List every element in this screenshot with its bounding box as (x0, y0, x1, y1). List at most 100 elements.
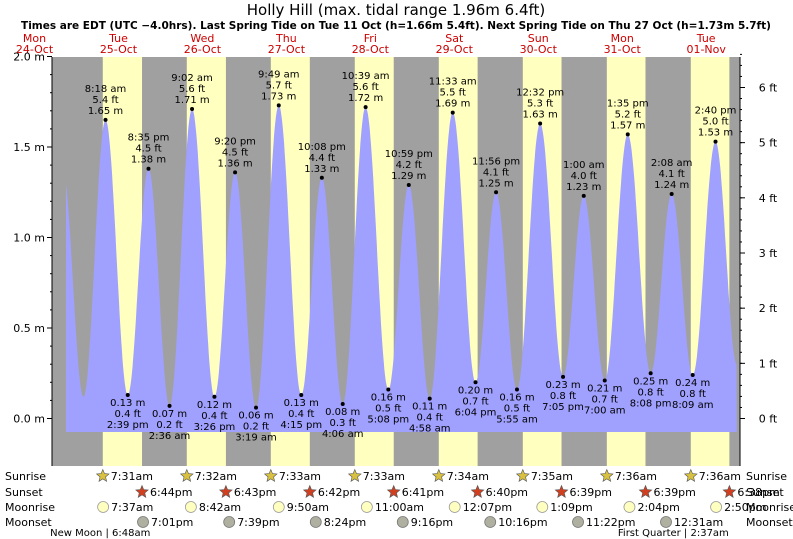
high-tide-time: 10:59 pm (385, 149, 433, 160)
moonrise-icon (360, 501, 373, 513)
moon-phase-label: First Quarter | 2:37am (618, 528, 729, 539)
high-tide-time: 9:49 am (258, 69, 300, 80)
low-tide-feet: 0.8 ft (637, 387, 663, 398)
high-tide-metres: 1.72 m (348, 93, 383, 104)
moonrise-time: 11:00am (375, 501, 424, 514)
moonrise-time: 8:42am (199, 501, 241, 514)
day-name: Tue (696, 32, 716, 45)
low-tide-feet: 0.7 ft (592, 394, 618, 405)
moonset-time: 11:22pm (586, 516, 635, 529)
day-date: 31-Oct (604, 43, 642, 56)
y-tick-label-metres: 1.5 m (13, 141, 45, 154)
sunrise-time: 7:34am (447, 470, 489, 483)
tide-area (66, 105, 737, 433)
low-tide-point (561, 374, 566, 379)
sunset-time: 6:38pm (737, 486, 779, 499)
sunrise-time: 7:33am (363, 470, 405, 483)
day-date: 24-Oct (16, 43, 54, 56)
low-tide-feet: 0.4 ft (115, 409, 141, 420)
day-date: 27-Oct (268, 43, 306, 56)
high-tide-point (363, 105, 368, 110)
high-tide-time: 1:35 pm (607, 98, 649, 109)
low-tide-feet: 0.4 ft (201, 411, 227, 422)
low-tide-metres: 0.24 m (675, 378, 710, 389)
y-tick-label-feet: 1 ft (759, 357, 778, 370)
day-date: 26-Oct (184, 43, 222, 56)
low-tide-point (212, 394, 217, 399)
low-tide-point (473, 380, 478, 385)
low-tide-feet: 0.8 ft (550, 391, 576, 402)
low-tide-time: 7:00 am (584, 405, 626, 416)
high-tide-metres: 1.65 m (88, 106, 123, 117)
day-date: 29-Oct (436, 43, 474, 56)
high-tide-point (581, 193, 586, 198)
low-tide-time: 2:39 pm (107, 420, 149, 431)
day-headers: Mon24-OctTue25-OctWed26-OctThu27-OctFri2… (16, 32, 727, 56)
high-tide-point (233, 170, 238, 175)
moonset-icon (137, 516, 149, 528)
low-tide-time: 4:15 pm (280, 420, 322, 431)
high-tide-feet: 5.7 ft (266, 80, 292, 91)
low-tide-metres: 0.13 m (110, 398, 145, 409)
day-date: 01-Nov (686, 43, 726, 56)
low-tide-metres: 0.06 m (238, 411, 273, 422)
low-tide-point (299, 392, 304, 397)
sunrise-time: 7:36am (615, 470, 657, 483)
moonset-icon (660, 516, 672, 528)
high-tide-point (190, 106, 195, 111)
low-tide-time: 4:06 am (322, 429, 364, 440)
low-tide-point (648, 371, 653, 376)
high-tide-metres: 1.73 m (261, 91, 296, 102)
row-label-left-moonrise: Moonrise (5, 501, 55, 514)
low-tide-time: 5:08 pm (367, 415, 409, 426)
moonrise-time: 12:07pm (463, 501, 512, 514)
moonset-icon (572, 516, 584, 528)
moonset-time: 8:24pm (324, 516, 366, 529)
sunset-icon (554, 484, 569, 498)
sunset-time: 6:40pm (486, 486, 528, 499)
low-tide-feet: 0.5 ft (375, 404, 401, 415)
high-tide-point (625, 132, 630, 137)
low-tide-metres: 0.07 m (152, 409, 187, 420)
high-tide-metres: 1.25 m (478, 178, 513, 189)
high-tide-point (538, 121, 543, 126)
sunrise-icon (599, 468, 614, 482)
high-tide-time: 2:40 pm (695, 106, 737, 117)
high-tide-feet: 4.5 ft (135, 144, 161, 155)
high-tide-point (450, 110, 455, 115)
moonrise-icon (623, 501, 636, 513)
sunrise-icon (263, 468, 278, 482)
low-tide-point (602, 378, 607, 383)
low-tide-metres: 0.20 m (458, 385, 493, 396)
low-tide-time: 8:08 pm (630, 398, 672, 409)
sunset-time: 6:43pm (234, 486, 276, 499)
moonrise-icon (272, 501, 285, 513)
low-tide-point (690, 373, 695, 378)
moonrise-time: 2:50pm (724, 501, 766, 514)
low-tide-point (167, 403, 172, 408)
low-tide-feet: 0.4 ft (288, 409, 314, 420)
y-tick-label-metres: 0.5 m (13, 322, 45, 335)
row-label-right-sunrise: Sunrise (746, 470, 787, 483)
high-tide-metres: 1.36 m (217, 158, 252, 169)
low-tide-time: 4:58 am (409, 424, 451, 435)
day-name: Mon (611, 32, 634, 45)
high-tide-feet: 4.0 ft (571, 171, 597, 182)
low-tide-time: 3:26 pm (194, 422, 236, 433)
sunset-icon (218, 484, 233, 498)
low-tide-time: 8:09 am (672, 400, 714, 411)
day-date: 30-Oct (520, 43, 558, 56)
moonrise-icon (97, 501, 110, 513)
sunset-icon (722, 484, 737, 498)
sunset-time: 6:42pm (318, 486, 360, 499)
chart-title: Holly Hill (max. tidal range 1.96m 6.4ft… (247, 1, 546, 19)
sunrise-icon (347, 468, 362, 482)
high-tide-time: 1:00 am (563, 160, 605, 171)
tide-curve (66, 105, 737, 433)
high-tide-point (406, 183, 411, 188)
y-tick-label-feet: 0 ft (759, 413, 778, 426)
low-tide-metres: 0.11 m (412, 402, 447, 413)
high-tide-metres: 1.33 m (304, 164, 339, 175)
low-tide-metres: 0.25 m (633, 376, 668, 387)
